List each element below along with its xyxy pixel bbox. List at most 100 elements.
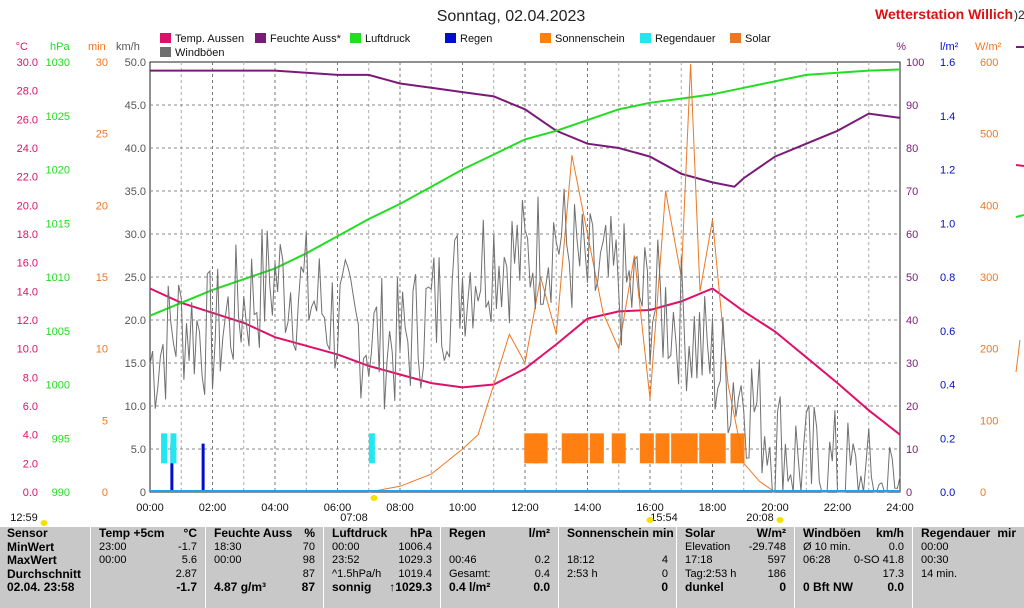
cell-right: 0.0 bbox=[888, 540, 904, 553]
tick-pct: 50 bbox=[906, 272, 918, 284]
tick-temp: 14.0 bbox=[17, 286, 38, 298]
cell-left: 0 Bft NW bbox=[803, 580, 853, 594]
axis-unit-temp: °C bbox=[16, 41, 28, 53]
time-markers: 12:59 07:08 15:54 20:08 bbox=[10, 495, 784, 526]
col-header: Windböen bbox=[803, 526, 861, 540]
tick-kmh: 30.0 bbox=[125, 229, 146, 241]
tick-min: 30 bbox=[96, 57, 108, 69]
cell-right: 186 bbox=[767, 567, 786, 580]
tick-x: 14:00 bbox=[574, 502, 602, 514]
legend-label: Luftdruck bbox=[365, 33, 411, 45]
col-humidity: Feuchte Auss% 18:30 70 00:00 98 87 4.87 g/m³ 87 bbox=[205, 526, 323, 608]
cell-left: 23:52 bbox=[332, 554, 360, 566]
tick-solar: 200 bbox=[980, 344, 998, 356]
bar-Sonnenschein bbox=[611, 433, 626, 464]
cell-right: 0.0 bbox=[533, 580, 550, 594]
tick-press: 1015 bbox=[46, 218, 70, 230]
tick-x: 20:00 bbox=[761, 502, 789, 514]
tick-x: 06:00 bbox=[324, 502, 352, 514]
marker-sunset: 20:08 bbox=[746, 512, 774, 524]
chart-title: Sonntag, 02.04.2023 bbox=[437, 8, 586, 25]
cell-left: 14 min. bbox=[921, 567, 958, 580]
tick-kmh: 20.0 bbox=[125, 315, 146, 327]
cell-right: ↑1029.3 bbox=[389, 580, 432, 594]
tick-pct: 90 bbox=[906, 100, 918, 112]
cell-left: 00:00 bbox=[99, 554, 127, 566]
legend-swatch bbox=[445, 33, 456, 43]
bar-Regen bbox=[201, 443, 205, 492]
legend-label: Regendauer bbox=[655, 33, 716, 45]
bar-Sonnenschein bbox=[711, 433, 726, 464]
cell-right: 87 bbox=[302, 567, 315, 580]
tick-pct: 0 bbox=[906, 487, 912, 499]
tick-temp: 10.0 bbox=[17, 344, 38, 356]
tick-x: 10:00 bbox=[449, 502, 477, 514]
tick-temp: 20.0 bbox=[17, 200, 38, 212]
legend-label: Windböen bbox=[175, 47, 225, 59]
col-unit: mir bbox=[997, 526, 1016, 540]
col-header: Luftdruck bbox=[332, 526, 388, 540]
label-avg: Durchschnitt bbox=[7, 566, 82, 581]
bar-Regendauer bbox=[161, 433, 168, 464]
tick-rain: 0.6 bbox=[940, 326, 955, 338]
cell-right: 0.0 bbox=[887, 580, 904, 594]
tick-temp: 26.0 bbox=[17, 114, 38, 126]
axis-unit-kmh: km/h bbox=[116, 41, 140, 53]
tick-temp: 2.0 bbox=[23, 458, 38, 470]
cell-right: 0.2 bbox=[534, 554, 550, 566]
legend-swatch bbox=[730, 33, 741, 43]
cell-right: 4 bbox=[661, 554, 668, 566]
cell-right: 0 bbox=[661, 580, 668, 594]
cell-left: sonnig bbox=[332, 580, 372, 594]
legend-swatch bbox=[350, 33, 361, 43]
tick-press: 1000 bbox=[46, 380, 70, 392]
cell-left: 4.87 g/m³ bbox=[214, 580, 267, 594]
tick-pct: 70 bbox=[906, 186, 918, 198]
label-current: 02.04. 23:58 bbox=[7, 580, 75, 594]
station-name-overflow: )2 bbox=[1014, 8, 1024, 22]
cell-left: 18:12 bbox=[567, 554, 595, 566]
col-header: Solar bbox=[685, 526, 716, 540]
bar-Sonnenschein bbox=[574, 433, 589, 464]
cell-right: 1006.4 bbox=[398, 540, 432, 553]
col-pressure: Luftdruck hPa 00:00 1006.4 23:52 1029.3 ^1.5hP… bbox=[323, 526, 440, 608]
tick-x: 02:00 bbox=[199, 502, 227, 514]
col-header: Feuchte Auss bbox=[214, 526, 293, 540]
tick-rain: 0.2 bbox=[940, 433, 955, 445]
bar-Sonnenschein bbox=[561, 433, 576, 464]
col-unit: W/m² bbox=[756, 526, 786, 540]
marker-sunrise: 07:08 bbox=[340, 512, 368, 524]
label-sensor: Sensor bbox=[7, 526, 48, 540]
tick-x: 00:00 bbox=[136, 502, 164, 514]
cell-right: -1.7 bbox=[178, 540, 197, 553]
tick-solar: 600 bbox=[980, 57, 998, 69]
tick-min: 20 bbox=[96, 200, 108, 212]
cell-right: -1.7 bbox=[176, 580, 197, 594]
tick-x: 08:00 bbox=[386, 502, 414, 514]
cell-left: 2:53 h bbox=[567, 567, 598, 580]
tick-temp: 8.0 bbox=[23, 372, 38, 384]
tick-temp: 18.0 bbox=[17, 229, 38, 241]
tick-x: 22:00 bbox=[824, 502, 852, 514]
weather-chart: Sonntag, 02.04.2023 Wetterstation Willic… bbox=[10, 6, 1024, 526]
tick-press: 1025 bbox=[46, 111, 70, 123]
tick-kmh: 15.0 bbox=[125, 358, 146, 370]
label-min: MinWert bbox=[7, 539, 55, 554]
cell-left: 00:46 bbox=[449, 554, 477, 566]
sun-dot bbox=[646, 517, 654, 523]
tick-temp: 30.0 bbox=[17, 57, 38, 69]
axis-unit-min: min bbox=[88, 41, 106, 53]
cell-right: 0 bbox=[779, 580, 786, 594]
col-unit: % bbox=[304, 526, 315, 540]
col-unit: l/m² bbox=[528, 526, 550, 540]
tick-kmh: 25.0 bbox=[125, 272, 146, 284]
bar-Sonnenschein bbox=[730, 433, 745, 464]
cell-left: dunkel bbox=[685, 580, 724, 594]
tick-temp: 6.0 bbox=[23, 401, 38, 413]
tick-x: 24:00 bbox=[886, 502, 914, 514]
tick-solar: 400 bbox=[980, 200, 998, 212]
tick-min: 5 bbox=[102, 415, 108, 427]
tick-pct: 80 bbox=[906, 143, 918, 155]
tick-min: 25 bbox=[96, 129, 108, 141]
cell-right: 0.4 bbox=[534, 567, 550, 580]
